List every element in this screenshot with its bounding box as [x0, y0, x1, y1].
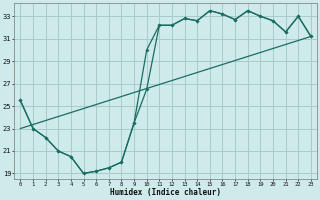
X-axis label: Humidex (Indice chaleur): Humidex (Indice chaleur): [110, 188, 221, 197]
